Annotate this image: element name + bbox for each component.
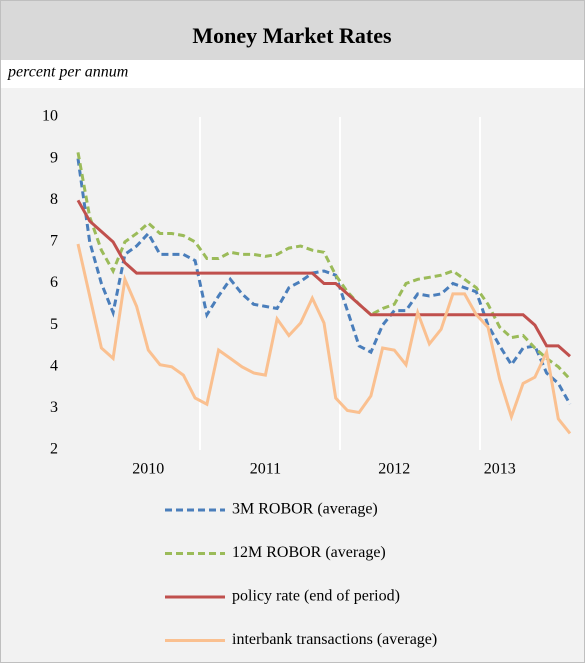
y-tick-label: 10 — [42, 108, 58, 125]
legend-label: interbank transactions (average) — [232, 631, 437, 648]
x-tick-label: 2013 — [484, 461, 516, 478]
y-tick-label: 7 — [50, 233, 58, 250]
y-tick-label: 3 — [50, 399, 58, 416]
y-tick-label: 6 — [50, 274, 58, 291]
y-tick-label: 2 — [50, 441, 58, 458]
series-line — [76, 243, 572, 435]
legend-label: policy rate (end of period) — [232, 588, 400, 605]
x-tick-label: 2010 — [132, 461, 164, 478]
chart-title: Money Market Rates — [192, 23, 392, 48]
series-line — [76, 199, 571, 358]
title-band — [0, 0, 585, 60]
y-tick-label: 8 — [50, 191, 58, 208]
y-tick-label: 4 — [50, 357, 58, 374]
y-tick-label: 9 — [50, 149, 58, 166]
subtitle-band — [0, 60, 585, 88]
legend-label: 3M ROBOR (average) — [232, 501, 378, 518]
series-line — [76, 152, 572, 381]
x-tick-label: 2012 — [378, 461, 410, 478]
x-tick-label: 2011 — [250, 461, 281, 478]
y-tick-label: 5 — [50, 316, 58, 333]
subtitle: percent per annum — [7, 64, 128, 81]
legend-label: 12M ROBOR (average) — [232, 544, 386, 561]
